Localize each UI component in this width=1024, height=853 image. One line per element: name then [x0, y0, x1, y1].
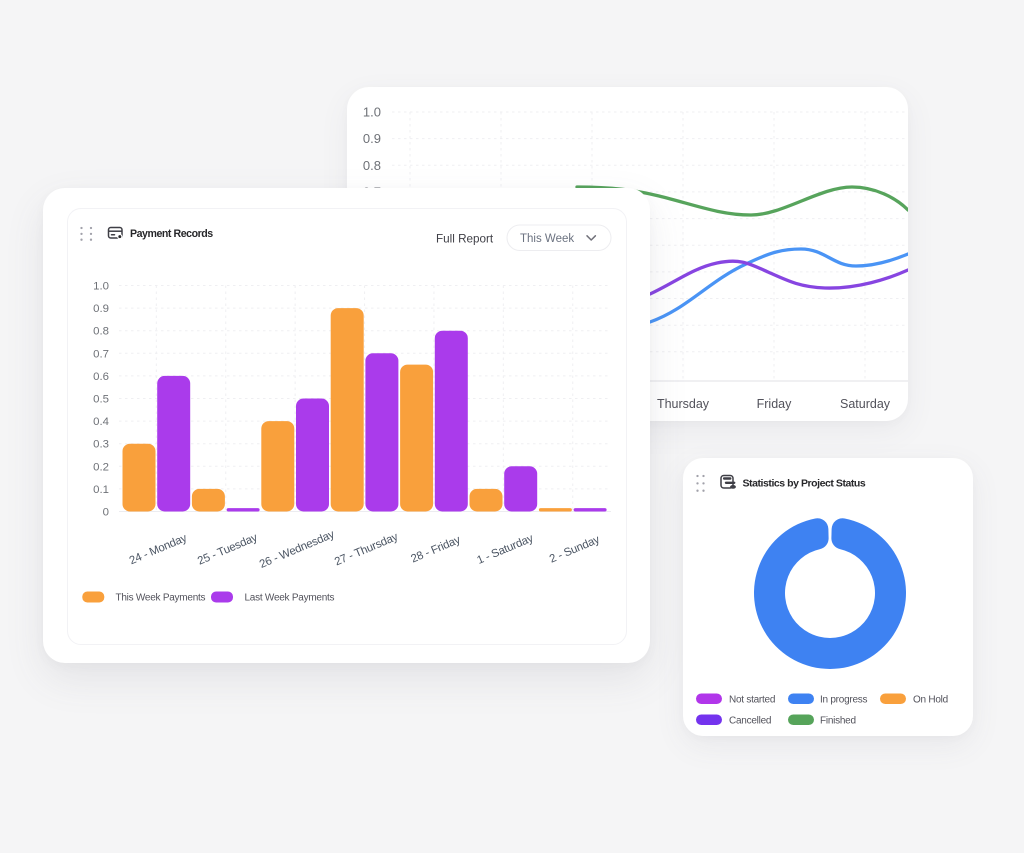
svg-text:1.0: 1.0 — [93, 281, 109, 293]
svg-text:Thursday: Thursday — [657, 397, 710, 411]
svg-text:1 - Saturday: 1 - Saturday — [475, 532, 535, 567]
svg-text:0.4: 0.4 — [93, 416, 109, 428]
svg-text:Statistics by Project Status: Statistics by Project Status — [743, 478, 866, 490]
svg-text:27 - Thursday: 27 - Thursday — [333, 531, 400, 569]
svg-text:28 - Friday: 28 - Friday — [409, 534, 462, 566]
svg-text:Friday: Friday — [757, 397, 792, 411]
svg-text:Payment Records: Payment Records — [130, 228, 213, 240]
svg-text:0.1: 0.1 — [93, 484, 109, 496]
svg-text:0.5: 0.5 — [93, 394, 109, 406]
svg-text:This Week: This Week — [520, 233, 574, 245]
svg-text:0.9: 0.9 — [93, 303, 109, 315]
svg-text:0.6: 0.6 — [93, 371, 109, 383]
svg-text:2 - Sunday: 2 - Sunday — [548, 534, 602, 566]
svg-text:0.3: 0.3 — [93, 439, 109, 451]
svg-text:On Hold: On Hold — [913, 695, 948, 706]
svg-text:1.0: 1.0 — [363, 105, 381, 120]
svg-text:Full Report: Full Report — [436, 233, 494, 246]
svg-text:0.9: 0.9 — [363, 131, 381, 146]
svg-text:Not started: Not started — [729, 695, 775, 706]
svg-text:Finished: Finished — [820, 716, 856, 727]
svg-text:0.7: 0.7 — [93, 348, 109, 360]
svg-text:24 - Monday: 24 - Monday — [128, 532, 189, 567]
svg-text:0.8: 0.8 — [93, 326, 109, 338]
svg-text:This Week Payments: This Week Payments — [116, 593, 206, 604]
svg-text:Last Week Payments: Last Week Payments — [245, 593, 335, 604]
svg-text:0: 0 — [103, 507, 109, 519]
svg-text:25 - Tuesday: 25 - Tuesday — [196, 532, 260, 568]
svg-text:Cancelled: Cancelled — [729, 716, 771, 727]
svg-text:In progress: In progress — [820, 695, 868, 706]
svg-text:Saturday: Saturday — [840, 397, 891, 411]
svg-text:26 - Wednesday: 26 - Wednesday — [258, 528, 337, 570]
svg-text:0.8: 0.8 — [363, 158, 381, 173]
svg-text:0.2: 0.2 — [93, 461, 109, 473]
